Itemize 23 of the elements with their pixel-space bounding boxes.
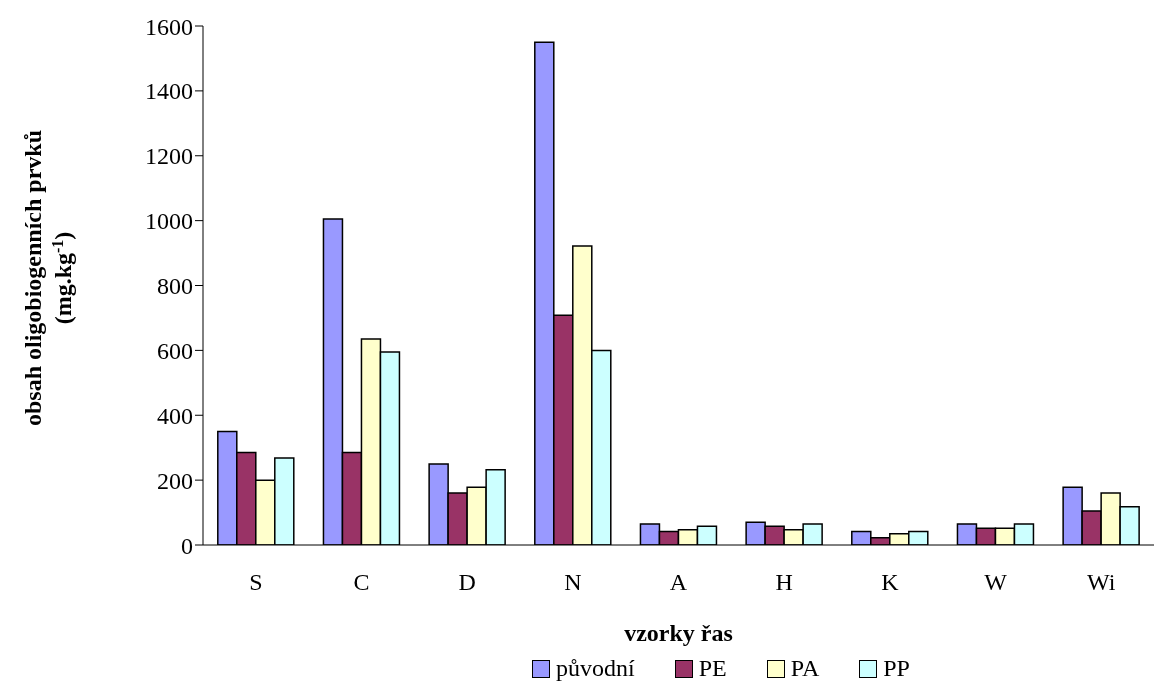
y-tick-label: 1200 <box>145 143 193 170</box>
y-tick-label: 400 <box>157 402 193 429</box>
y-tick-label: 800 <box>157 273 193 300</box>
x-tick-label: S <box>249 569 263 596</box>
y-tick-label: 1400 <box>145 78 193 105</box>
legend-label: původní <box>556 655 635 682</box>
legend-label: PE <box>698 655 727 682</box>
y-tick-label: 1000 <box>145 208 193 235</box>
x-tick-label: H <box>775 569 793 596</box>
y-tick-label: 0 <box>181 532 193 559</box>
x-tick-label: C <box>353 569 370 596</box>
y-tick-label: 200 <box>157 467 193 494</box>
x-tick-label: A <box>669 569 688 596</box>
x-axis-title: vzorky řas <box>624 620 733 646</box>
legend-label: PA <box>790 655 820 682</box>
x-tick-label: Wi <box>1086 569 1116 596</box>
x-tick-label: N <box>564 569 582 596</box>
y-tick-label: 1600 <box>145 13 193 40</box>
x-tick-label: K <box>881 569 900 596</box>
x-tick-label: W <box>984 569 1008 596</box>
y-tick-label: 600 <box>157 337 193 364</box>
legend-label: PP <box>883 655 910 682</box>
x-tick-label: D <box>458 569 476 596</box>
